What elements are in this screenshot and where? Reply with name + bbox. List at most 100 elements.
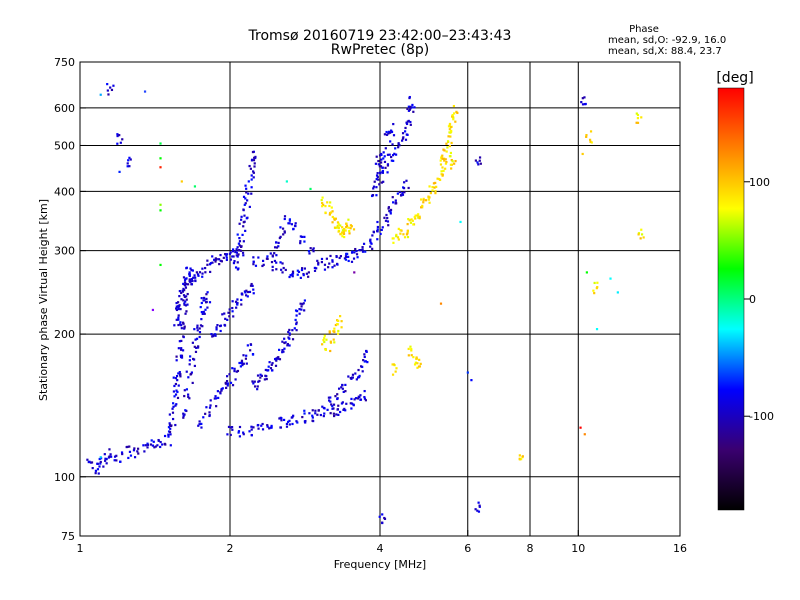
- stray-data-point: [579, 426, 582, 429]
- data-point-o: [192, 276, 195, 279]
- data-point-o: [231, 367, 234, 370]
- data-point-x: [593, 292, 596, 295]
- data-point-o: [285, 422, 289, 426]
- data-point-o: [271, 265, 274, 268]
- x-tick-label: 4: [377, 542, 384, 555]
- data-point-o: [183, 283, 186, 286]
- data-point-o: [194, 276, 197, 279]
- data-point-o: [264, 374, 267, 377]
- data-point-o: [173, 324, 176, 327]
- data-point-o: [314, 412, 317, 415]
- data-point-o: [312, 247, 315, 250]
- data-point-o: [104, 457, 107, 460]
- data-point-o: [303, 240, 306, 243]
- data-point-o: [244, 357, 248, 360]
- data-point-x: [635, 121, 638, 124]
- data-point-o: [315, 267, 318, 270]
- data-point-o: [362, 242, 366, 245]
- data-point-o: [144, 444, 147, 447]
- data-point-x: [433, 186, 436, 189]
- data-point-o: [223, 312, 226, 315]
- data-point-o: [391, 196, 394, 199]
- data-point-o: [208, 406, 212, 409]
- stray-data-point: [180, 180, 183, 183]
- data-point-o: [127, 159, 130, 162]
- data-point-o: [235, 251, 239, 254]
- data-point-o: [184, 282, 188, 285]
- data-point-o: [394, 147, 397, 150]
- data-point-o: [188, 274, 191, 278]
- data-point-x: [444, 167, 447, 170]
- data-point-o: [389, 208, 393, 212]
- data-point-x: [337, 319, 340, 323]
- data-point-o: [398, 190, 401, 194]
- data-point-o: [583, 103, 587, 106]
- data-point-o: [183, 281, 187, 284]
- data-point-x: [336, 224, 339, 228]
- plot-area: 1 2 4 6 8 10 16 75 100 200 300 400 500 600 750: [54, 56, 687, 555]
- data-point-o: [383, 516, 386, 520]
- data-point-o: [128, 165, 131, 168]
- data-point-o: [278, 236, 281, 240]
- stray-data-point: [159, 209, 162, 212]
- data-point-x: [444, 162, 448, 165]
- data-point-x: [322, 339, 325, 342]
- data-point-o: [190, 268, 193, 272]
- data-point-o: [209, 399, 212, 402]
- data-point-x: [449, 126, 452, 129]
- data-point-o: [128, 156, 131, 159]
- data-point-x: [407, 354, 410, 357]
- data-point-o: [363, 353, 366, 356]
- data-point-o: [401, 137, 405, 140]
- data-point-o: [98, 457, 101, 461]
- data-point-o: [476, 161, 479, 164]
- data-point-x: [416, 362, 419, 365]
- data-point-o: [278, 348, 281, 351]
- data-point-o: [127, 456, 130, 460]
- data-point-o: [279, 226, 282, 229]
- data-point-o: [221, 313, 224, 316]
- data-point-o: [200, 297, 203, 300]
- data-point-o: [407, 105, 410, 108]
- data-point-o: [183, 289, 186, 292]
- data-point-o: [224, 253, 227, 256]
- data-point-o: [193, 364, 196, 368]
- data-point-o: [181, 290, 184, 293]
- data-point-x: [596, 286, 599, 289]
- data-point-x: [396, 236, 400, 239]
- data-point-o: [180, 298, 183, 301]
- data-point-o: [355, 378, 358, 381]
- data-point-o: [253, 385, 257, 388]
- data-point-x: [349, 224, 353, 227]
- data-point-o: [352, 403, 355, 406]
- data-point-x: [434, 190, 437, 193]
- data-point-x: [456, 111, 459, 115]
- stray-data-point: [581, 152, 584, 156]
- data-point-o: [369, 239, 372, 242]
- data-point-o: [327, 266, 330, 269]
- data-point-o: [273, 259, 277, 263]
- data-point-o: [211, 255, 214, 258]
- data-point-o: [183, 295, 186, 298]
- data-point-x: [324, 211, 327, 214]
- data-point-o: [174, 382, 178, 386]
- data-point-o: [478, 159, 481, 162]
- data-point-o: [242, 431, 245, 434]
- data-point-o: [235, 254, 238, 257]
- data-point-o: [245, 362, 248, 365]
- data-point-o: [241, 233, 244, 236]
- data-point-o: [280, 268, 283, 271]
- data-point-x: [596, 281, 599, 284]
- data-point-o: [383, 133, 386, 136]
- data-point-o: [182, 416, 185, 419]
- data-point-o: [219, 329, 222, 333]
- data-point-o: [248, 290, 252, 294]
- data-point-o: [316, 259, 319, 262]
- data-point-o: [258, 379, 261, 383]
- data-point-x: [418, 217, 421, 220]
- data-point-x: [329, 349, 332, 353]
- data-point-o: [320, 257, 324, 261]
- data-point-x: [449, 135, 452, 138]
- data-point-o: [288, 219, 291, 222]
- data-point-x: [409, 345, 412, 348]
